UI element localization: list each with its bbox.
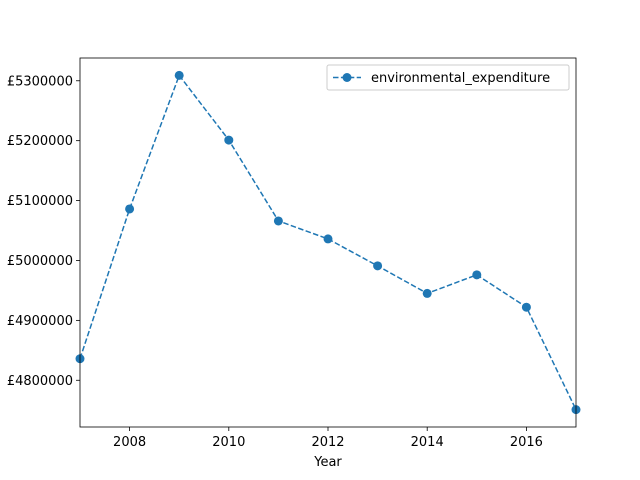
data-point-2008	[125, 204, 135, 214]
data-point-2012	[323, 234, 333, 244]
x-axis-label: Year	[313, 455, 342, 470]
y-tick-label: £5300000	[7, 74, 73, 89]
x-tick-label: 2008	[113, 435, 146, 450]
legend-box	[326, 64, 570, 91]
x-tick-label: 2012	[311, 435, 344, 450]
plot-area	[75, 57, 581, 428]
x-axis: 2008 2010 2012 2014 2016	[113, 427, 543, 450]
x-tick-label: 2014	[411, 435, 444, 450]
data-point-2016	[521, 302, 531, 312]
data-point-2010	[224, 135, 234, 145]
data-point-2011	[273, 216, 283, 226]
data-point-2013	[373, 261, 383, 271]
x-tick-label: 2016	[510, 435, 543, 450]
legend-label: environmental_expenditure	[371, 71, 550, 86]
legend-marker	[342, 73, 352, 82]
y-axis: £4800000 £4900000 £5000000 £5100000 £5200000…	[7, 74, 80, 389]
data-points	[75, 70, 581, 415]
data-point-2015	[472, 270, 482, 280]
y-tick-label: £4800000	[7, 374, 73, 389]
y-tick-label: £4900000	[7, 314, 73, 329]
legend: environmental_expenditure	[326, 64, 570, 91]
y-tick-label: £5200000	[7, 134, 73, 149]
data-point-2009	[174, 70, 184, 80]
x-tick-label: 2010	[212, 435, 245, 450]
series-layer	[75, 70, 581, 415]
y-tick-label: £5000000	[7, 254, 73, 269]
y-tick-label: £5100000	[7, 194, 73, 209]
data-point-2014	[422, 288, 432, 298]
